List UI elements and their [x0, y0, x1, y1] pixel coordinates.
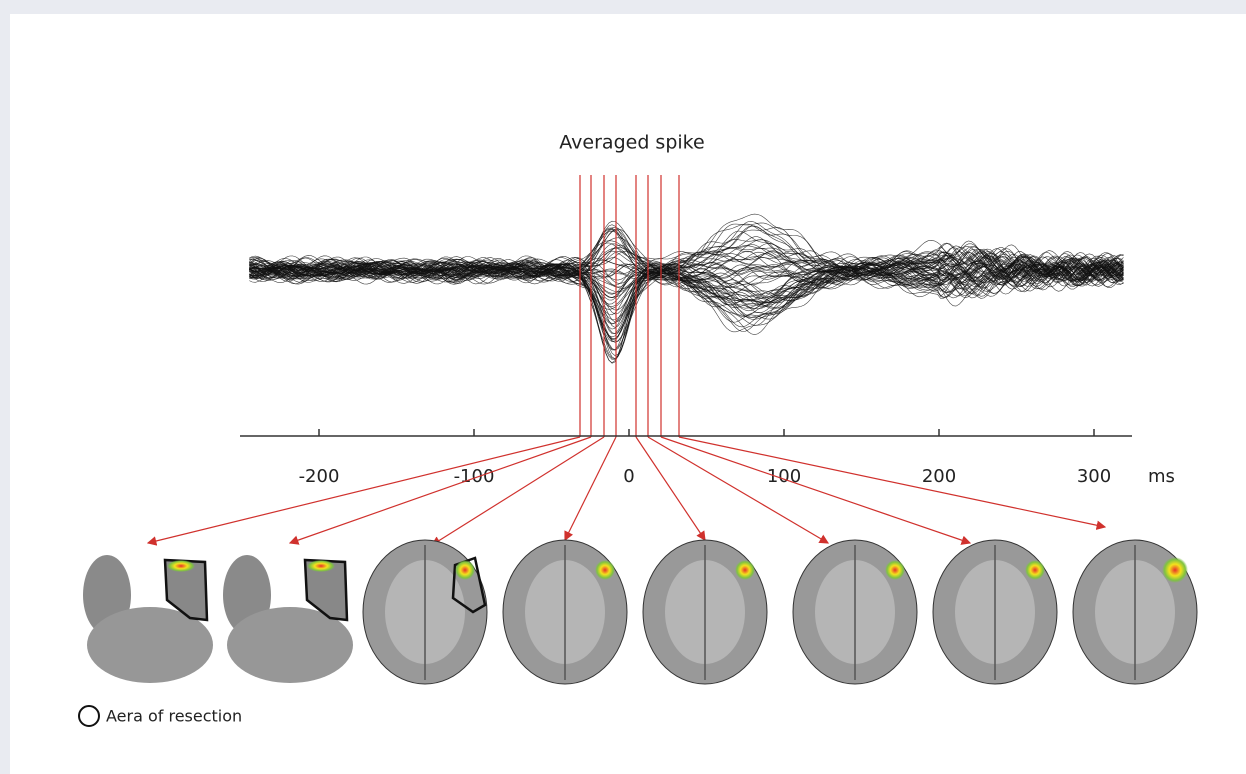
activation [735, 560, 755, 580]
activation [1025, 560, 1045, 580]
activation [1162, 557, 1188, 583]
page: Averaged spike -200-1000100200300 ms Aer… [0, 0, 1246, 774]
tick-label: 300 [1077, 466, 1111, 487]
activation [595, 560, 615, 580]
figure: Averaged spike -200-1000100200300 ms Aer… [0, 0, 1246, 774]
tick-label: 0 [623, 466, 634, 487]
figure-title: Averaged spike [559, 132, 704, 154]
legend-label: Aera of resection [106, 707, 242, 726]
axis-unit: ms [1148, 466, 1175, 487]
activation [885, 560, 905, 580]
activation [455, 560, 475, 580]
tick-label: 200 [922, 466, 956, 487]
tick-label: -200 [299, 466, 340, 487]
activation [167, 560, 195, 572]
activation [307, 560, 335, 572]
